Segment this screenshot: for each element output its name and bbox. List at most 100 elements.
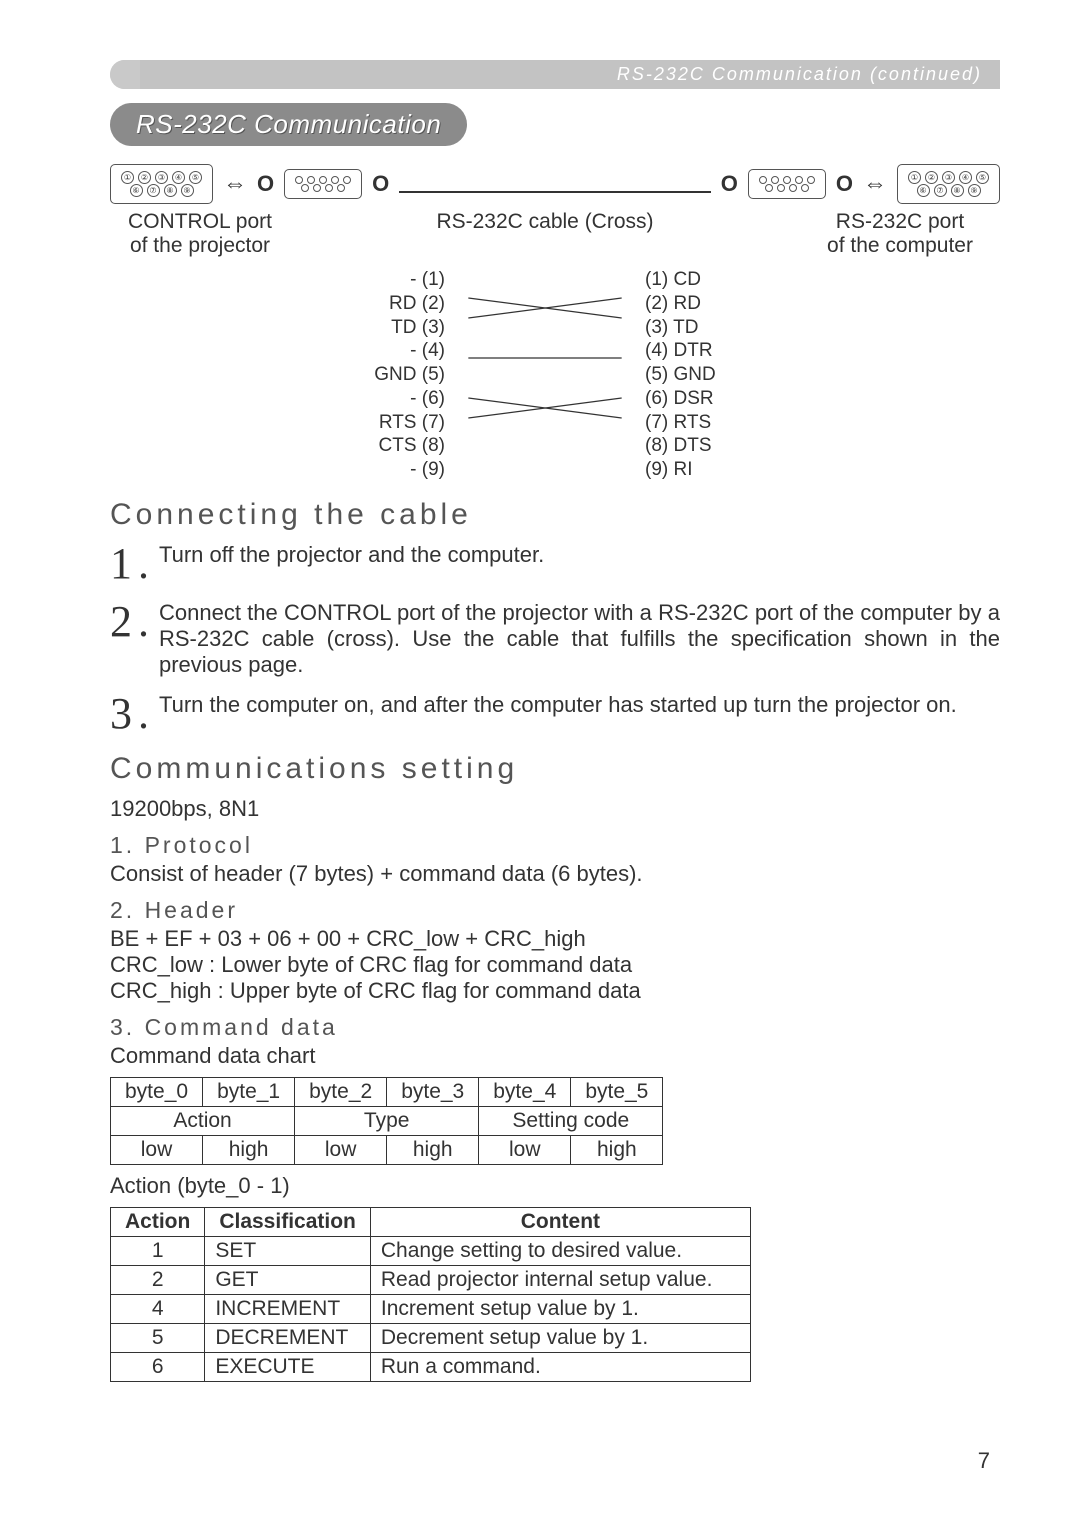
action-col-0: Action xyxy=(111,1207,205,1236)
page-number: 7 xyxy=(978,1448,990,1474)
table-row: byte_0 byte_1 byte_2 byte_3 byte_4 byte_… xyxy=(111,1077,663,1106)
step-1-num: 1 xyxy=(110,542,132,586)
byte-h-5: byte_5 xyxy=(571,1077,663,1106)
step-3-text: Turn the computer on, and after the comp… xyxy=(159,692,1000,718)
byte-h-1: byte_1 xyxy=(203,1077,295,1106)
db9-computer: ①②③④⑤ ⑥⑦⑧⑨ xyxy=(897,164,1000,204)
header-l1: BE + EF + 03 + 06 + 00 + CRC_low + CRC_h… xyxy=(110,926,1000,952)
pin-r-3: (4) DTR xyxy=(645,339,765,363)
pin-l-8: - (9) xyxy=(345,458,445,482)
header-bar-cap xyxy=(110,60,140,89)
cmd-h: 3. Command data xyxy=(110,1014,1000,1041)
port-labels: CONTROL port of the projector RS-232C ca… xyxy=(110,210,1000,258)
table-row: Action Classification Content xyxy=(111,1207,751,1236)
ar-2-2: Increment setup value by 1. xyxy=(370,1294,750,1323)
byte-lh-5: high xyxy=(571,1135,663,1164)
header-l3: CRC_high : Upper byte of CRC flag for co… xyxy=(110,978,1000,1004)
header-l2: CRC_low : Lower byte of CRC flag for com… xyxy=(110,952,1000,978)
ar-0-0: 1 xyxy=(111,1236,205,1265)
ar-0-1: SET xyxy=(205,1236,371,1265)
step-2-dot: . xyxy=(138,600,149,644)
cmd-b: Command data chart xyxy=(110,1043,1000,1069)
ar-1-1: GET xyxy=(205,1265,371,1294)
step-3-dot: . xyxy=(138,692,149,736)
step-1: 1 . Turn off the projector and the compu… xyxy=(110,542,1000,586)
right-port-line2: of the computer xyxy=(800,234,1000,258)
header-bar: RS-232C Communication (continued) xyxy=(110,60,1000,89)
pin-r-2: (3) TD xyxy=(645,316,765,340)
byte-table: byte_0 byte_1 byte_2 byte_3 byte_4 byte_… xyxy=(110,1077,663,1165)
pin-r-1: (2) RD xyxy=(645,292,765,316)
ar-2-0: 4 xyxy=(111,1294,205,1323)
pin-l-1: RD (2) xyxy=(345,292,445,316)
table-row: 2GETRead projector internal setup value. xyxy=(111,1265,751,1294)
table-row: 5DECREMENTDecrement setup value by 1. xyxy=(111,1323,751,1352)
cable-plug-l2: O xyxy=(372,171,389,197)
pin-r-7: (8) DTS xyxy=(645,434,765,458)
cable-line xyxy=(399,191,711,193)
table-row: 4INCREMENTIncrement setup value by 1. xyxy=(111,1294,751,1323)
byte-h-2: byte_2 xyxy=(295,1077,387,1106)
step-2-text: Connect the CONTROL port of the projecto… xyxy=(159,600,1000,678)
byte-g-2: Setting code xyxy=(479,1106,663,1135)
ar-2-1: INCREMENT xyxy=(205,1294,371,1323)
connector-diagram: ①②③④⑤ ⑥⑦⑧⑨ ⇔ O O O O ⇔ ①②③④⑤ ⑥⑦⑧⑨ xyxy=(110,164,1000,204)
byte-h-4: byte_4 xyxy=(479,1077,571,1106)
byte-lh-2: low xyxy=(295,1135,387,1164)
ar-4-2: Run a command. xyxy=(370,1352,750,1381)
right-port-line1: RS-232C port xyxy=(800,210,1000,234)
left-port-line2: of the projector xyxy=(110,234,290,258)
pin-r-5: (6) DSR xyxy=(645,387,765,411)
byte-lh-1: high xyxy=(203,1135,295,1164)
ar-3-2: Decrement setup value by 1. xyxy=(370,1323,750,1352)
step-2: 2 . Connect the CONTROL port of the proj… xyxy=(110,600,1000,678)
pin-r-6: (7) RTS xyxy=(645,411,765,435)
protocol-b: Consist of header (7 bytes) + command da… xyxy=(110,861,1000,887)
db9-cable-left xyxy=(284,169,362,199)
header-h: 2. Header xyxy=(110,897,1000,924)
protocol-h: 1. Protocol xyxy=(110,832,1000,859)
ar-3-1: DECREMENT xyxy=(205,1323,371,1352)
pin-l-3: - (4) xyxy=(345,339,445,363)
step-3: 3 . Turn the computer on, and after the … xyxy=(110,692,1000,736)
db9-projector: ①②③④⑤ ⑥⑦⑧⑨ xyxy=(110,164,213,204)
left-port-line1: CONTROL port xyxy=(110,210,290,234)
ar-3-0: 5 xyxy=(111,1323,205,1352)
mid-label: RS-232C cable (Cross) xyxy=(290,210,800,258)
table-row: Action Type Setting code xyxy=(111,1106,663,1135)
cable-plug-r1: O xyxy=(721,171,738,197)
pin-r-8: (9) RI xyxy=(645,458,765,482)
ar-1-2: Read projector internal setup value. xyxy=(370,1265,750,1294)
section-title-pill: RS-232C Communication xyxy=(110,103,467,146)
pin-l-5: - (6) xyxy=(345,387,445,411)
arrow-left: ⇔ xyxy=(223,170,247,198)
step-1-dot: . xyxy=(138,542,149,586)
ar-4-0: 6 xyxy=(111,1352,205,1381)
table-row: 1SETChange setting to desired value. xyxy=(111,1236,751,1265)
cross-wiring-icon xyxy=(445,268,645,448)
cable-plug-r2: O xyxy=(836,171,853,197)
action-col-1: Classification xyxy=(205,1207,371,1236)
connecting-heading: Connecting the cable xyxy=(110,498,1000,532)
step-2-num: 2 xyxy=(110,600,132,644)
ar-0-2: Change setting to desired value. xyxy=(370,1236,750,1265)
pin-r-0: (1) CD xyxy=(645,268,765,292)
ar-1-0: 2 xyxy=(111,1265,205,1294)
step-1-text: Turn off the projector and the computer. xyxy=(159,542,1000,568)
step-3-num: 3 xyxy=(110,692,132,736)
action-table: Action Classification Content 1SETChange… xyxy=(110,1207,751,1382)
byte-g-1: Type xyxy=(295,1106,479,1135)
pin-r-4: (5) GND xyxy=(645,363,765,387)
byte-g-0: Action xyxy=(111,1106,295,1135)
pin-l-4: GND (5) xyxy=(345,363,445,387)
pin-l-0: - (1) xyxy=(345,268,445,292)
pin-l-7: CTS (8) xyxy=(345,434,445,458)
db9-cable-right xyxy=(748,169,826,199)
cable-plug-l1: O xyxy=(257,171,274,197)
pin-map: - (1) RD (2) TD (3) - (4) GND (5) - (6) … xyxy=(345,268,765,482)
byte-lh-0: low xyxy=(111,1135,203,1164)
action-label: Action (byte_0 - 1) xyxy=(110,1173,1000,1199)
comm-heading: Communications setting xyxy=(110,752,1000,786)
action-col-2: Content xyxy=(370,1207,750,1236)
arrow-right: ⇔ xyxy=(863,170,887,198)
